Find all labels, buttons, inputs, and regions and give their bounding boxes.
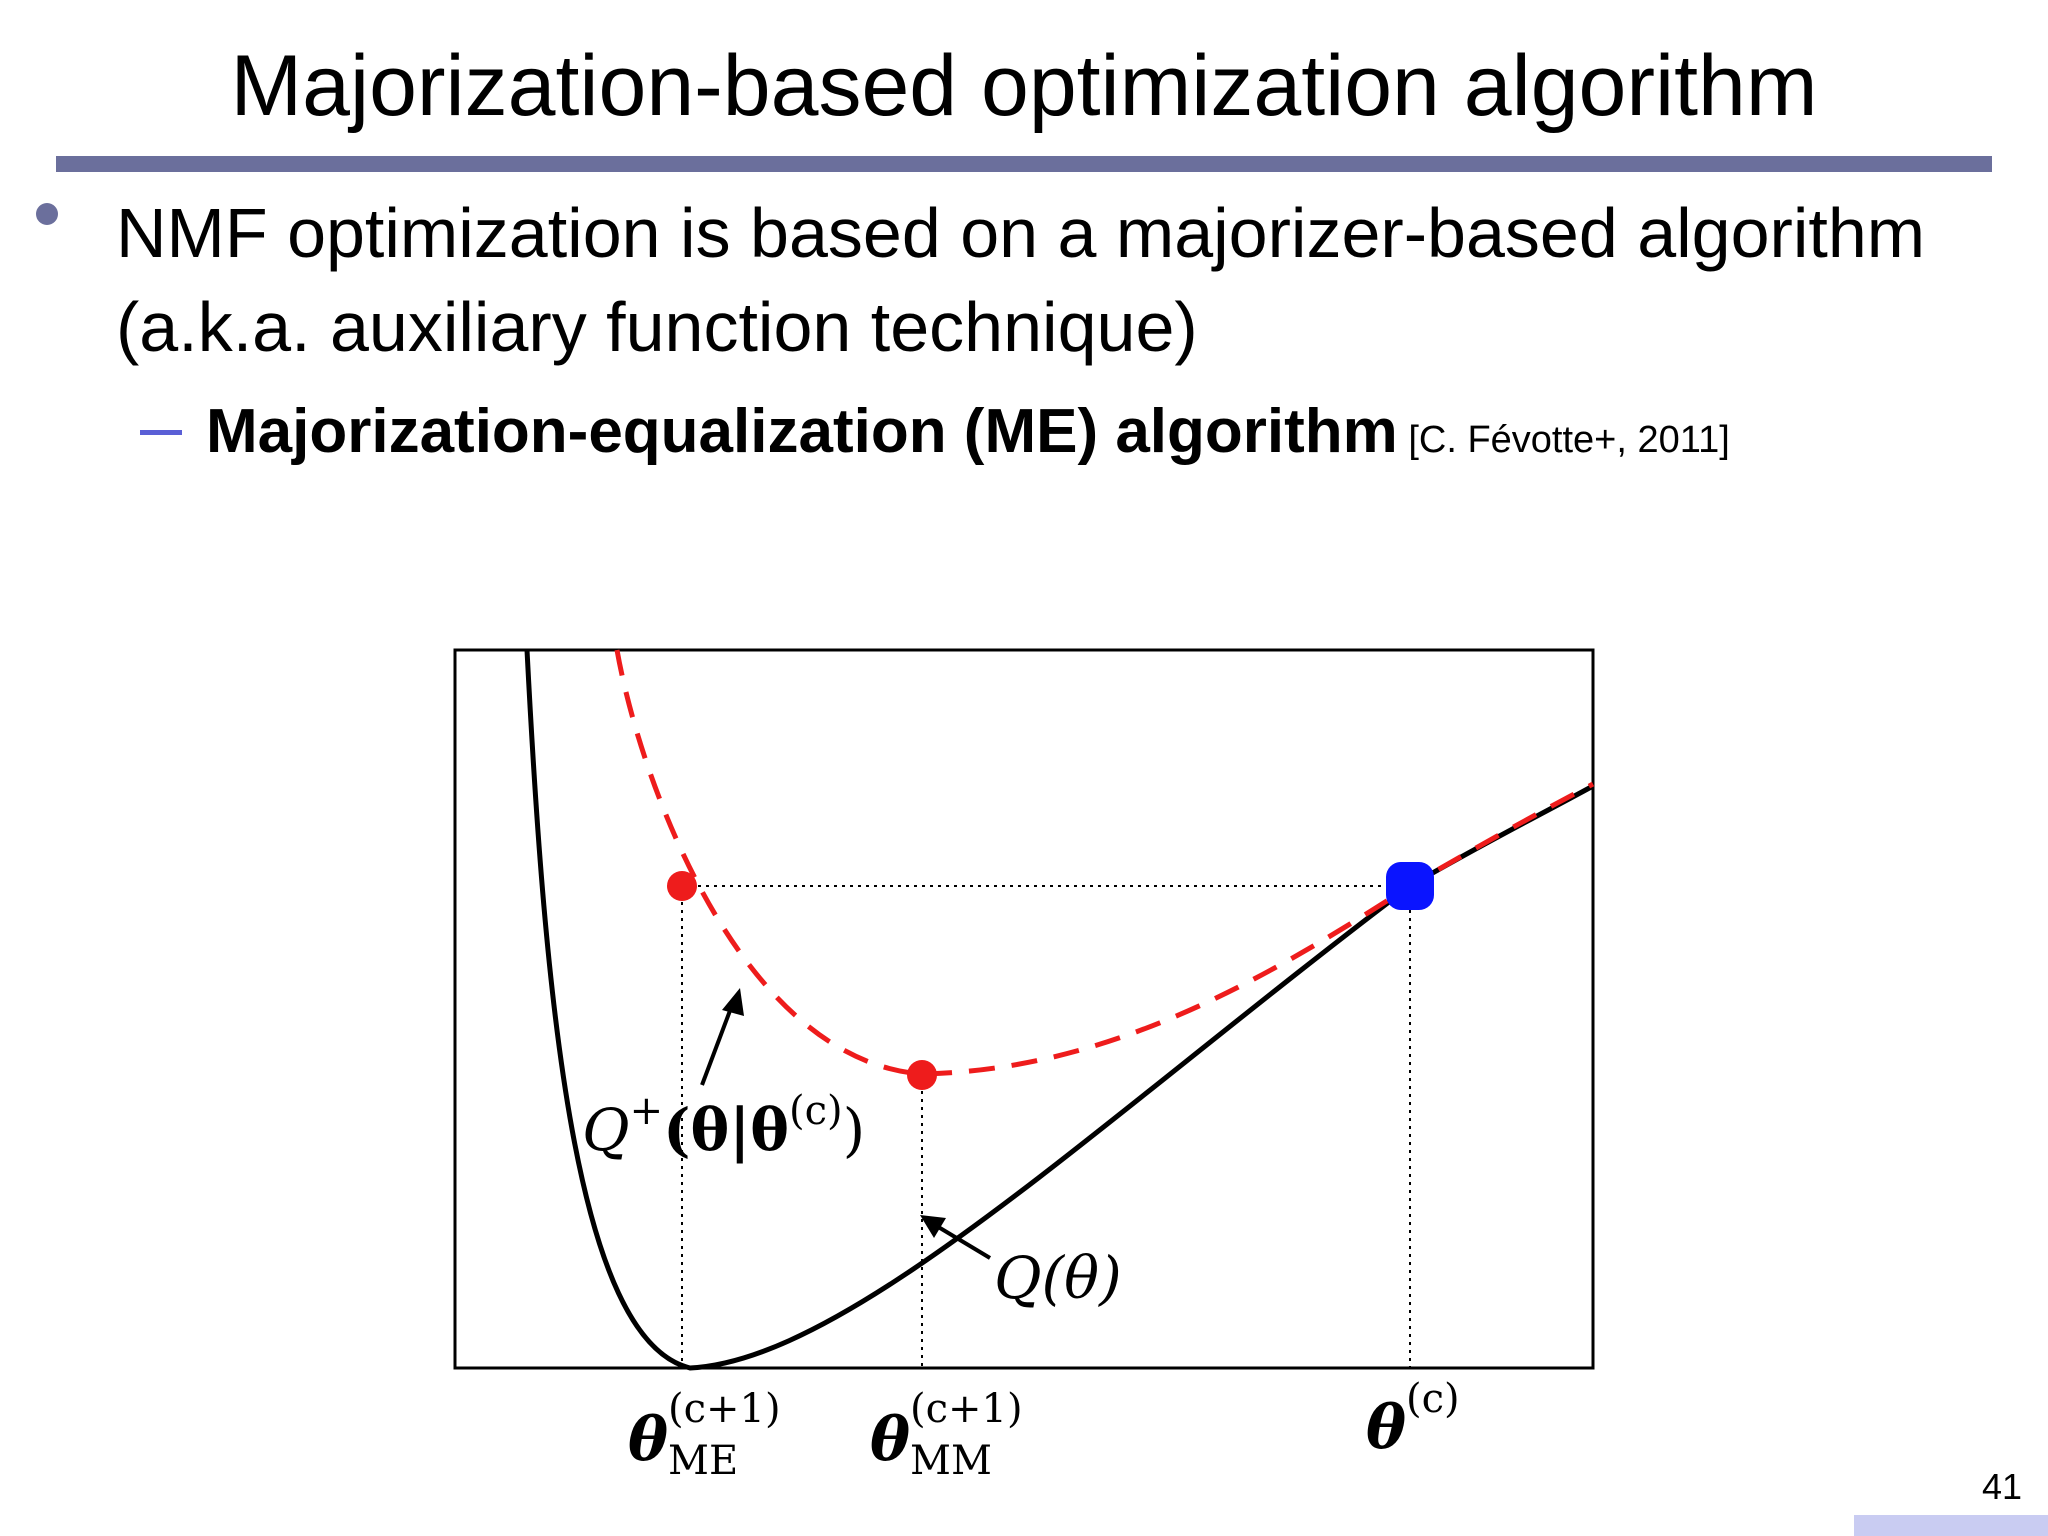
- label-theta-mm: θ(c+1): [870, 1386, 1023, 1475]
- slide-title: Majorization-based optimization algorith…: [230, 38, 1818, 134]
- label-theta-me: θ(c+1): [628, 1386, 781, 1475]
- point-current: [1386, 862, 1434, 910]
- page-number: 41: [1981, 1466, 2022, 1507]
- point-me: [667, 871, 697, 901]
- label-majorizer: Q+(θ|θ(c)): [582, 1088, 865, 1164]
- x-axis-labels: θ(c+1) ME θ(c+1) MM θ(c): [628, 1376, 1460, 1484]
- sub-bullet-bold-text: Majorization-equalization (ME) algorithm: [206, 397, 1398, 466]
- label-theta-mm-sub: MM: [910, 1438, 992, 1484]
- arrow-qplus-head: [722, 988, 744, 1016]
- sub-bullet: Majorization-equalization (ME) algorithm…: [206, 396, 1730, 484]
- citation: [C. Févotte+, 2011]: [1397, 419, 1730, 461]
- label-theta-c: θ(c): [1366, 1376, 1460, 1463]
- bullet-dot: [36, 203, 58, 225]
- arrow-q-head: [920, 1215, 946, 1238]
- guide-lines: [681, 885, 1411, 1368]
- annotation-arrows: [700, 988, 992, 1260]
- title-rule: [56, 156, 1992, 172]
- majorizer-curve: [614, 649, 1595, 1077]
- sub-bullet-dash: [140, 430, 182, 435]
- label-objective: Q(θ): [994, 1244, 1122, 1312]
- label-theta-me-sub: ME: [668, 1438, 738, 1484]
- point-mm: [907, 1060, 937, 1090]
- arrow-qplus-shaft: [700, 999, 736, 1086]
- bullet-text: NMF optimization is based on a majorizer…: [116, 194, 1926, 366]
- corner-bar: [1854, 1515, 2048, 1536]
- plot-frame: [453, 648, 1595, 1370]
